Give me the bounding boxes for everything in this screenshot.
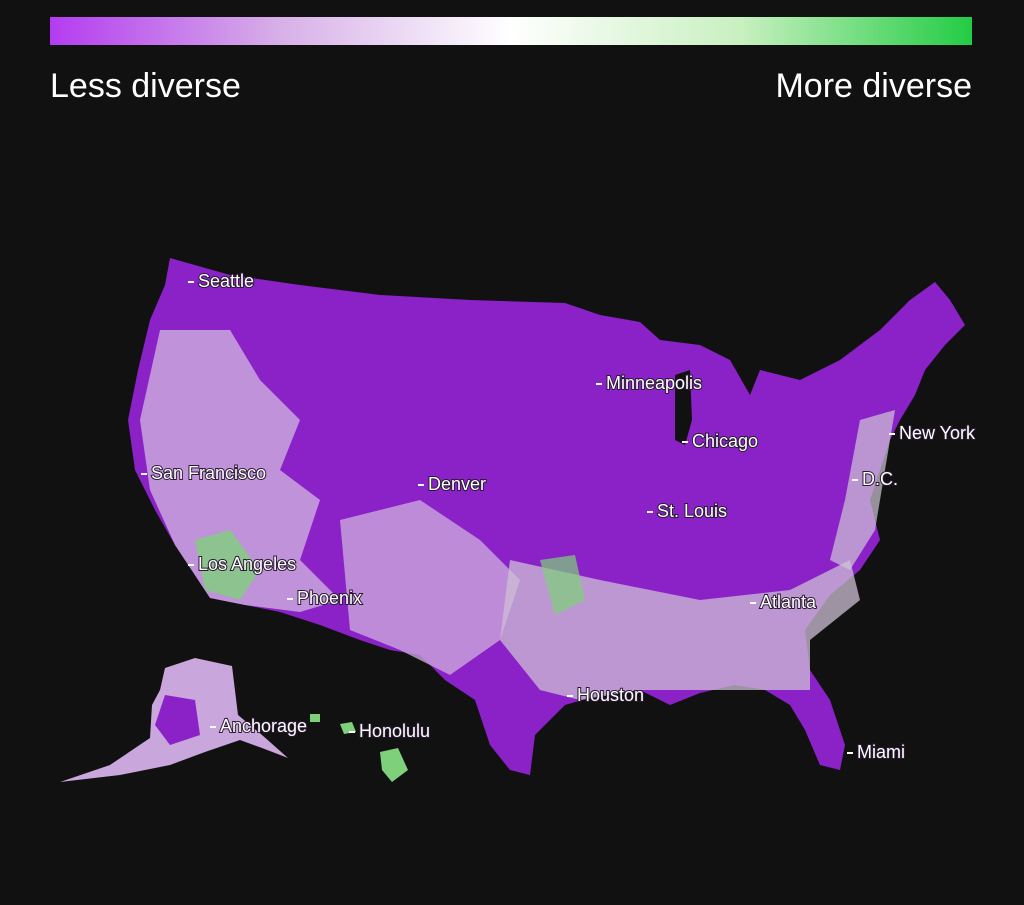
city-label: Honolulu — [359, 721, 430, 741]
hawaii-map — [380, 748, 408, 782]
mixed-southwest — [340, 500, 520, 675]
legend-low-label: Less diverse — [50, 67, 241, 105]
city-label: Miami — [857, 742, 905, 762]
city-label: Anchorage — [220, 716, 307, 736]
city-label: Minneapolis — [606, 373, 702, 393]
legend-high-label: More diverse — [775, 67, 972, 105]
color-scale — [50, 17, 972, 45]
diverse-patch — [195, 530, 260, 600]
alaska-patch — [155, 695, 200, 745]
city-label: Atlanta — [760, 592, 817, 612]
hawaii-map — [310, 714, 320, 722]
mixed-west — [140, 330, 340, 612]
mixed-south — [500, 560, 860, 700]
city-label: St. Louis — [657, 501, 727, 521]
city-label: New York — [899, 423, 976, 443]
diverse-patch — [540, 555, 585, 615]
city-label: Chicago — [692, 431, 758, 451]
city-label: D.C. — [862, 469, 898, 489]
city-label: Seattle — [198, 271, 254, 291]
city-label: San Francisco — [151, 463, 266, 483]
mixed-east-coast — [830, 410, 895, 570]
lake-michigan — [675, 370, 692, 445]
city-label: Los Angeles — [198, 554, 296, 574]
city-label: Phoenix — [297, 588, 362, 608]
city-label: Denver — [428, 474, 486, 494]
city-label: Houston — [577, 685, 644, 705]
